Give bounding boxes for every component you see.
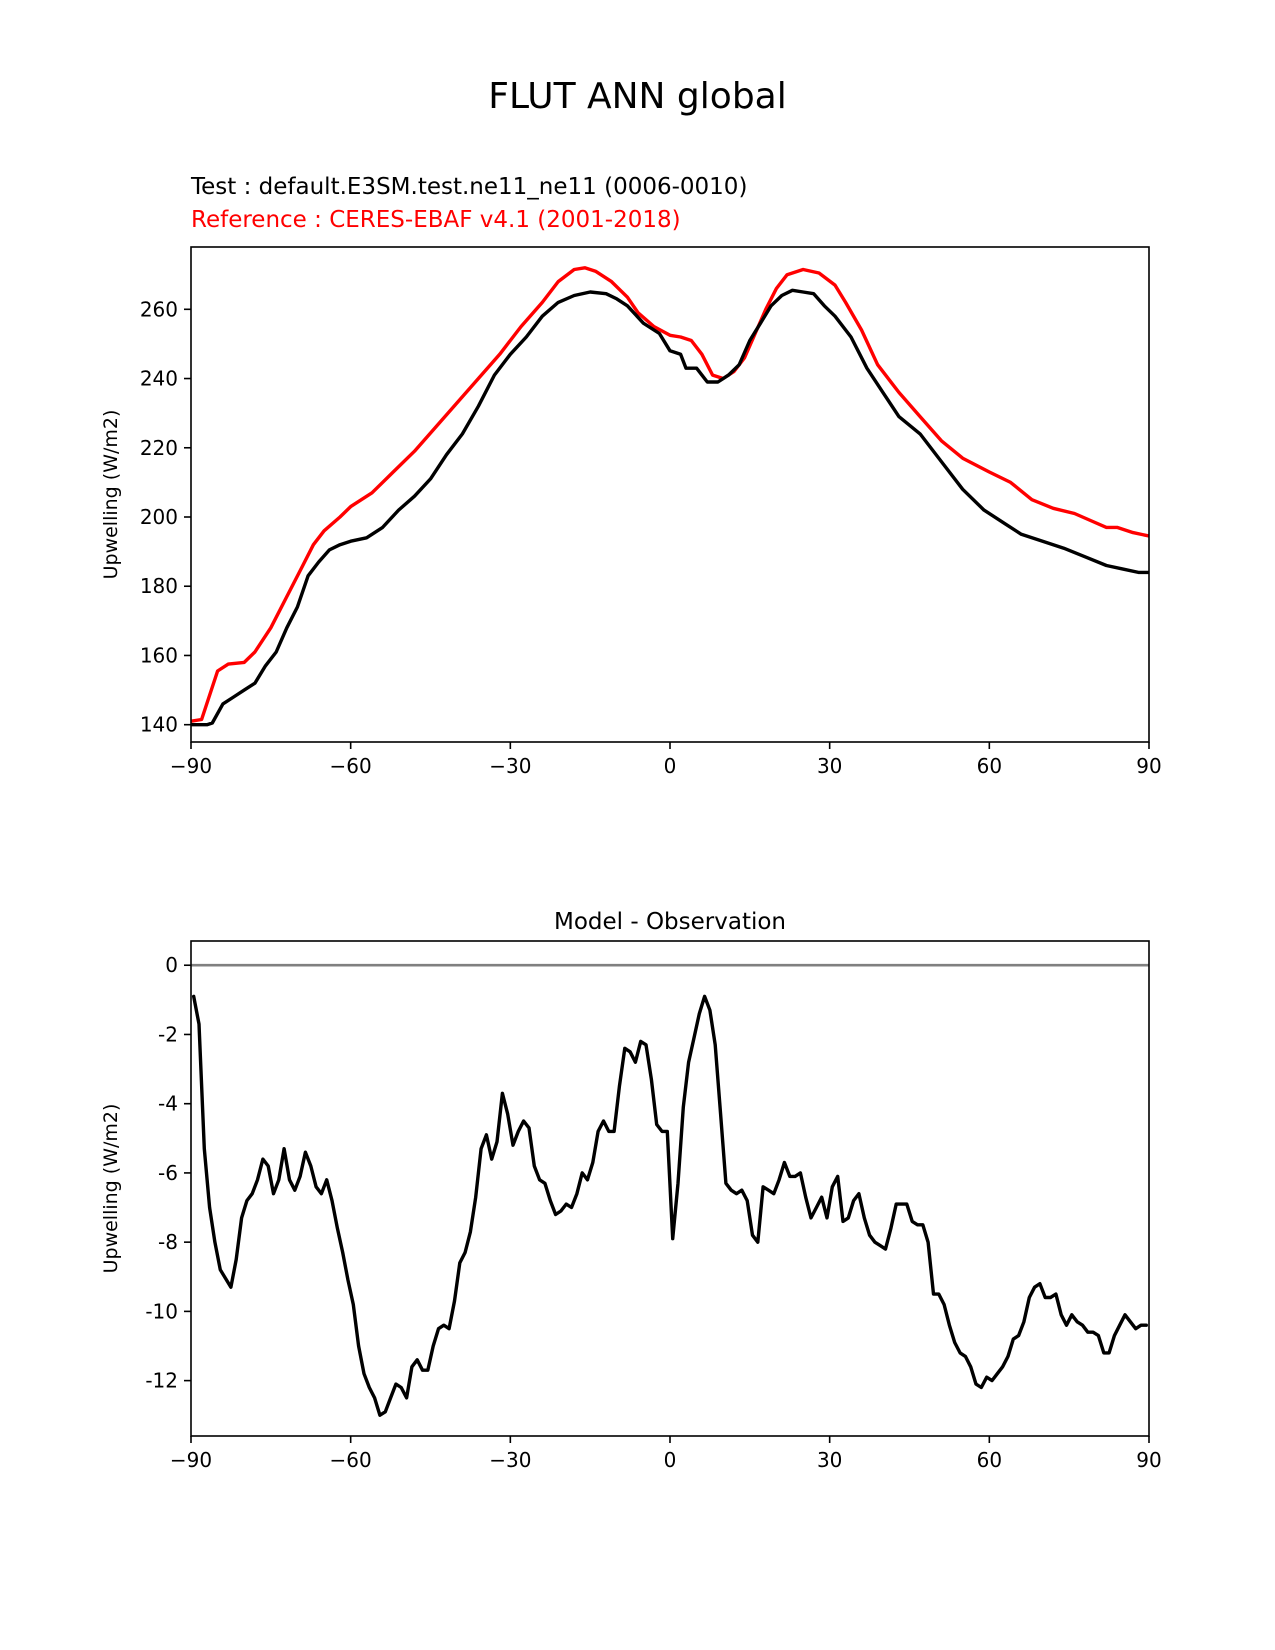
y-tick-label: -6 (158, 1161, 178, 1185)
y-tick-label: 220 (140, 436, 178, 460)
x-tick-label: 90 (1136, 1448, 1161, 1472)
axes-frame (190, 246, 1150, 743)
x-tick-label: −30 (489, 754, 531, 778)
x-tick-label: 30 (817, 1448, 842, 1472)
panel-title: Model - Observation (554, 909, 786, 935)
x-tick-label: −90 (170, 754, 212, 778)
y-tick-label: 140 (140, 713, 178, 737)
x-tick-label: −30 (489, 1448, 531, 1472)
series-line-1 (191, 266, 1149, 723)
y-tick-label: -12 (145, 1369, 178, 1393)
x-tick-label: −60 (330, 1448, 372, 1472)
y-tick-label: -4 (158, 1092, 178, 1116)
y-tick-label: 200 (140, 505, 178, 529)
figure-title: FLUT ANN global (488, 76, 787, 117)
y-tick-label: 240 (140, 367, 178, 391)
y-tick-label: 0 (165, 953, 178, 977)
chart-panel-2: −90 −60 −30 0 30 60 90 0 -2 -4 -6 -8 -10 -12 Upwelling… (100, 909, 1162, 1472)
y-axis-label: Upwelling (W/m2) (100, 1104, 122, 1274)
series-line-1 (192, 994, 1148, 1417)
y-tick-label: -2 (158, 1022, 178, 1046)
x-tick-label: 0 (664, 1448, 677, 1472)
x-tick-label: 90 (1136, 754, 1161, 778)
reference-label: Reference : CERES-EBAF v4.1 (2001-2018) (191, 207, 681, 233)
x-tick-label: 30 (817, 754, 842, 778)
x-tick-label: −90 (170, 1448, 212, 1472)
y-tick-label: 260 (140, 297, 178, 321)
x-tick-label: 60 (977, 754, 1002, 778)
y-tick-label: 160 (140, 643, 178, 667)
chart-panel-1: −90 −60 −30 0 30 60 90 140 160 180 200 220 240 260 Upw… (100, 246, 1162, 778)
series-line-2 (191, 288, 1149, 727)
test-label: Test : default.E3SM.test.ne11_ne11 (0006… (191, 174, 748, 200)
y-tick-label: -10 (145, 1299, 178, 1323)
x-tick-label: 60 (977, 1448, 1002, 1472)
y-tick-label: -8 (158, 1230, 178, 1254)
x-tick-label: −60 (330, 754, 372, 778)
y-tick-label: 180 (140, 574, 178, 598)
x-tick-label: 0 (664, 754, 677, 778)
y-axis-label: Upwelling (W/m2) (100, 410, 122, 580)
